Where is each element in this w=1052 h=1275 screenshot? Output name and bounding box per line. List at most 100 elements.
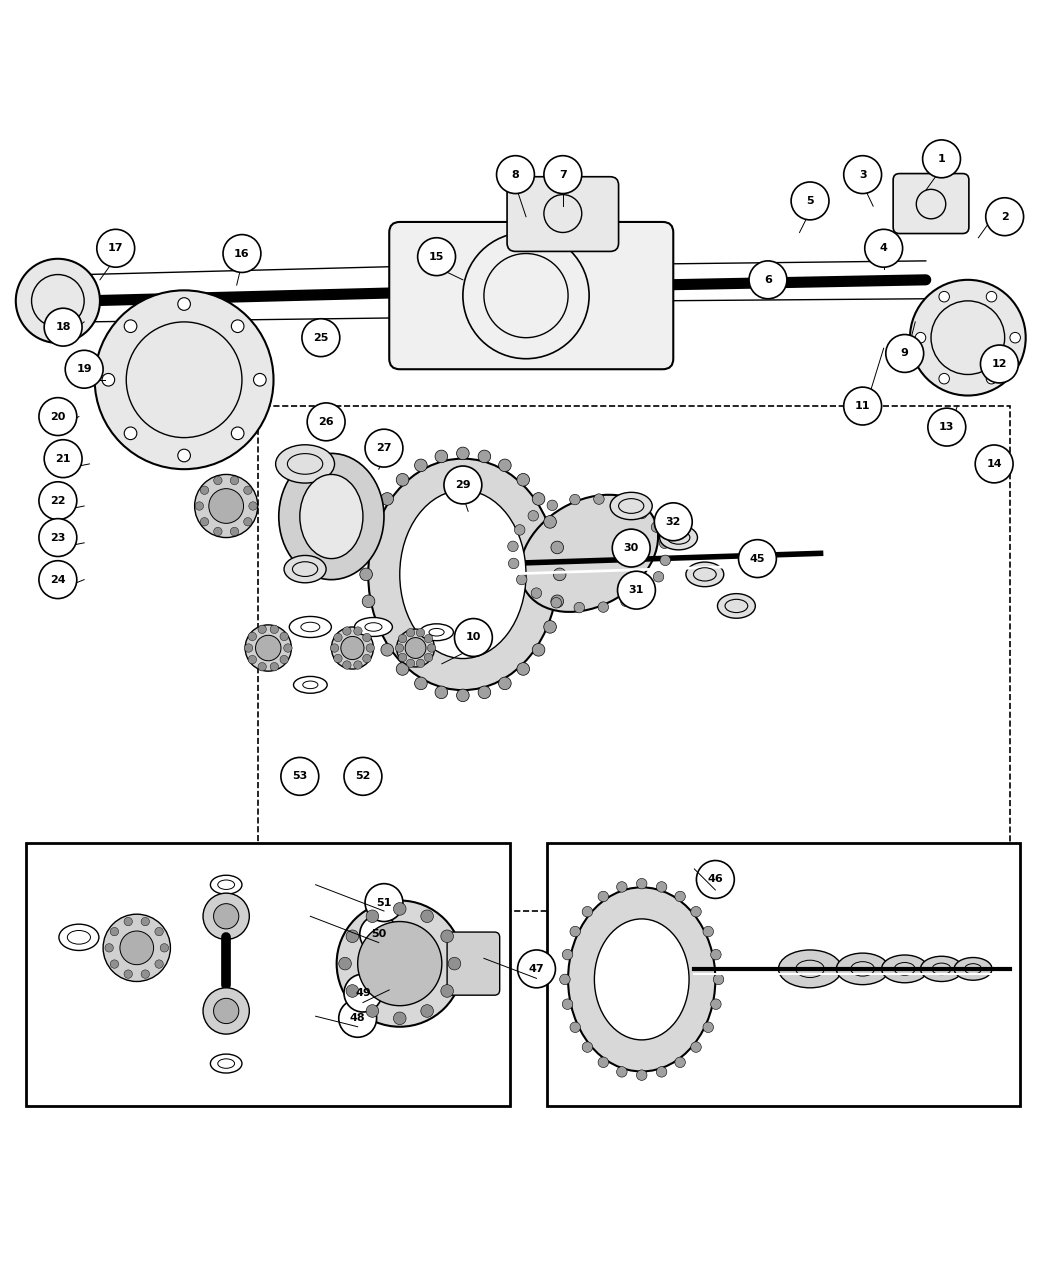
Circle shape [244,644,252,653]
Circle shape [436,450,448,463]
Text: 31: 31 [629,585,644,595]
Circle shape [195,474,258,538]
Circle shape [397,629,434,667]
Circle shape [497,156,534,194]
Circle shape [200,518,208,527]
Circle shape [39,482,77,520]
Circle shape [703,1023,713,1033]
Circle shape [95,291,274,469]
Circle shape [444,467,482,504]
Circle shape [330,644,339,653]
Text: 7: 7 [559,170,567,180]
Ellipse shape [300,474,363,558]
Circle shape [570,1023,581,1033]
Text: 50: 50 [371,929,386,940]
Circle shape [39,398,77,436]
Circle shape [636,878,647,889]
Circle shape [333,634,342,641]
Circle shape [124,918,133,926]
Circle shape [337,900,463,1026]
Circle shape [124,427,137,440]
Text: 29: 29 [456,479,470,490]
FancyBboxPatch shape [447,932,500,996]
Circle shape [244,486,252,495]
Circle shape [514,524,525,536]
Text: 1: 1 [937,154,946,164]
Ellipse shape [218,880,235,890]
Circle shape [1010,333,1020,343]
Text: 12: 12 [992,360,1007,368]
Circle shape [598,891,608,901]
Circle shape [363,654,371,663]
Circle shape [363,634,371,641]
Circle shape [928,408,966,446]
Circle shape [214,904,239,929]
Circle shape [986,198,1024,236]
Ellipse shape [218,1058,235,1068]
Circle shape [517,574,527,585]
Ellipse shape [67,931,90,945]
Circle shape [341,636,364,659]
Circle shape [393,1012,406,1025]
Text: 4: 4 [879,244,888,254]
Circle shape [656,1067,667,1077]
Circle shape [366,1005,379,1017]
Text: 47: 47 [529,964,544,974]
Circle shape [703,926,713,937]
Circle shape [562,950,572,960]
Circle shape [532,492,545,505]
Circle shape [155,960,163,968]
Circle shape [346,984,359,997]
Circle shape [544,515,557,528]
Circle shape [369,515,382,528]
Circle shape [675,1057,686,1067]
Circle shape [441,984,453,997]
Text: 27: 27 [377,444,391,453]
Circle shape [448,958,461,970]
Text: 20: 20 [50,412,65,422]
Circle shape [381,644,393,657]
Circle shape [562,998,572,1010]
Circle shape [551,598,562,608]
Circle shape [582,1042,592,1052]
Circle shape [987,374,997,384]
Circle shape [360,915,398,954]
Circle shape [120,931,154,965]
Text: 45: 45 [750,553,765,564]
Circle shape [547,500,558,510]
Circle shape [653,571,664,581]
Circle shape [544,156,582,194]
Ellipse shape [400,490,526,659]
Circle shape [418,237,456,275]
Circle shape [178,449,190,462]
Circle shape [399,653,407,662]
Text: 51: 51 [377,898,391,908]
Circle shape [499,459,511,472]
Circle shape [651,521,662,533]
Ellipse shape [717,594,755,618]
Circle shape [598,602,608,612]
Circle shape [44,440,82,478]
Circle shape [528,510,539,521]
FancyBboxPatch shape [893,173,969,233]
Circle shape [616,882,627,892]
Circle shape [636,509,647,519]
Circle shape [544,621,557,634]
Ellipse shape [429,629,444,636]
Circle shape [343,660,351,669]
Circle shape [393,903,406,915]
Ellipse shape [301,622,320,631]
Circle shape [749,261,787,298]
Circle shape [366,910,379,923]
Circle shape [660,538,670,548]
Circle shape [231,320,244,333]
Circle shape [102,374,115,386]
Circle shape [886,334,924,372]
Circle shape [532,644,545,657]
Circle shape [155,927,163,936]
Text: 52: 52 [356,771,370,782]
Circle shape [457,448,469,460]
Ellipse shape [686,562,724,586]
Circle shape [196,502,204,510]
Circle shape [343,627,351,635]
